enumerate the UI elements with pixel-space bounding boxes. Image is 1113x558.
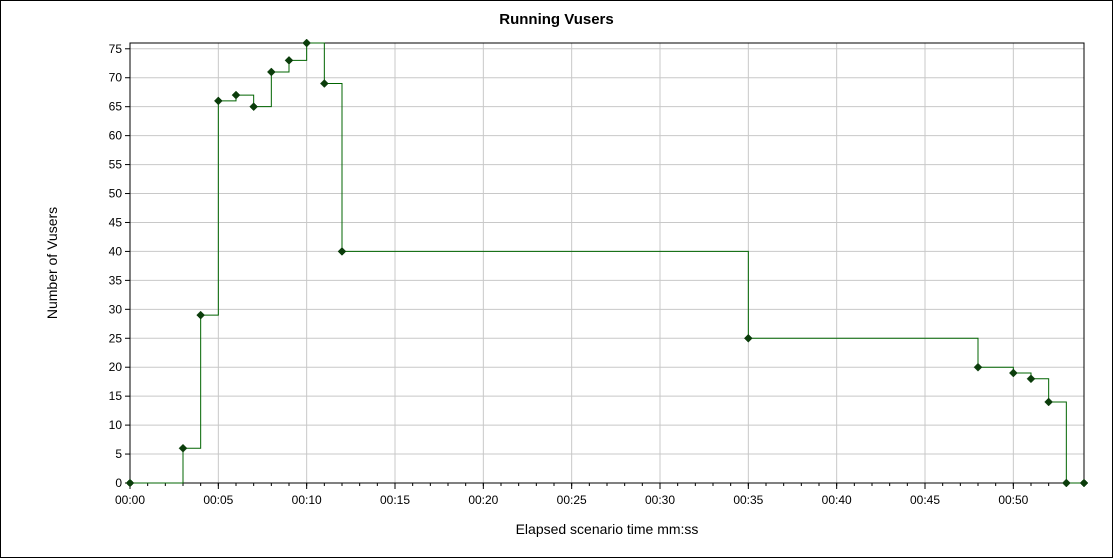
x-tick-label: 00:35 [733, 493, 763, 507]
data-point-marker [1026, 374, 1036, 384]
y-tick-label: 40 [109, 244, 123, 258]
y-tick-label: 50 [109, 187, 123, 201]
series-markers [125, 38, 1089, 488]
data-point-marker [266, 67, 276, 77]
y-tick-label: 75 [109, 42, 123, 56]
data-point-marker [284, 56, 294, 65]
y-tick-label: 65 [109, 100, 123, 114]
y-tick-label: 25 [109, 331, 123, 345]
y-tick-label: 70 [109, 71, 123, 85]
y-tick-label: 5 [115, 447, 122, 461]
x-tick-label: 00:25 [557, 493, 587, 507]
data-point-marker [178, 443, 188, 453]
data-point-marker [743, 333, 753, 343]
y-tick-label: 45 [109, 215, 123, 229]
data-point-marker [302, 38, 312, 48]
x-tick-label: 00:20 [468, 493, 498, 507]
data-point-marker [231, 90, 241, 100]
y-axis-label: Number of Vusers [44, 207, 60, 319]
x-tick-label: 00:40 [822, 493, 852, 507]
x-tick-label: 00:10 [292, 493, 322, 507]
y-axis-ticks: 0 5 10 15 20 25 30 35 40 45 50 55 60 65 70 75 [109, 42, 130, 490]
x-tick-label: 00:50 [998, 493, 1028, 507]
x-tick-label: 00:05 [203, 493, 233, 507]
chart-title: Running Vusers [499, 11, 614, 28]
data-point-marker [213, 96, 223, 106]
data-point-marker [196, 310, 206, 320]
y-tick-label: 30 [109, 302, 123, 316]
x-axis-label: Elapsed scenario time mm:ss [516, 521, 699, 537]
data-point-marker [125, 478, 135, 488]
y-tick-label: 20 [109, 360, 123, 374]
series-step-line [130, 42, 1084, 484]
data-point-marker [1079, 478, 1089, 488]
y-tick-label: 15 [109, 389, 123, 403]
x-tick-label: 00:00 [115, 493, 145, 507]
y-tick-label: 0 [115, 476, 122, 490]
data-point-marker [1044, 397, 1054, 407]
x-tick-label: 00:15 [380, 493, 410, 507]
data-point-marker [249, 102, 259, 112]
plot-area [129, 42, 1085, 484]
grid-lines [129, 43, 1084, 484]
data-point-marker [1061, 478, 1071, 488]
y-tick-label: 60 [109, 129, 123, 143]
y-tick-label: 55 [109, 158, 123, 172]
data-point-marker [337, 247, 347, 256]
data-point-marker [319, 79, 329, 88]
x-tick-label: 00:45 [910, 493, 940, 507]
data-point-marker [1008, 368, 1018, 378]
x-tick-label: 00:30 [645, 493, 675, 507]
x-axis-ticks: 00:00 00:05 00:10 00:15 00:20 00:25 00:30 00:35… [115, 483, 1085, 507]
y-tick-label: 10 [109, 418, 123, 432]
data-point-marker [973, 362, 983, 372]
y-tick-label: 35 [109, 273, 123, 287]
